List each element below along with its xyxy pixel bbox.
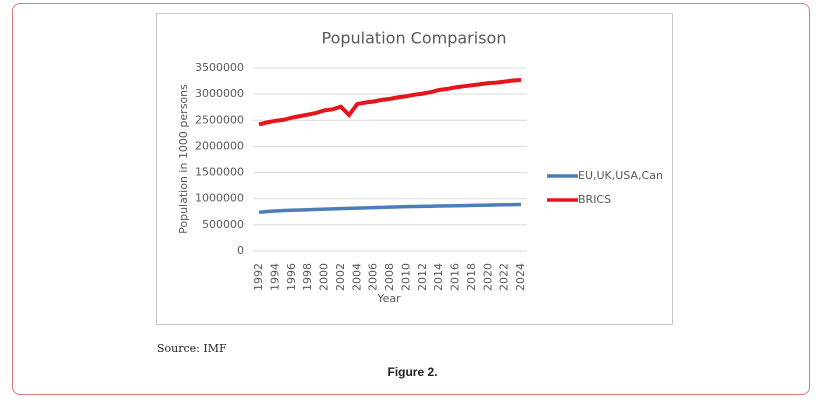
x-tick-label: 2014	[432, 263, 445, 291]
y-tick-label: 2500000	[195, 113, 244, 126]
y-tick-label: 1500000	[195, 166, 244, 179]
x-tick-label: 2016	[449, 263, 462, 291]
x-tick-label: 2010	[399, 263, 412, 291]
y-tick-label: 0	[237, 244, 244, 257]
x-tick-label: 2020	[481, 263, 494, 291]
caption: Figure 2.	[387, 365, 438, 379]
x-tick-label: 2002	[334, 263, 347, 291]
x-tick-label: 1994	[268, 263, 281, 291]
x-tick-label: 2006	[367, 263, 380, 291]
series-line	[258, 78, 522, 127]
y-tick-label: 2000000	[195, 139, 244, 152]
y-tick-label: 1000000	[195, 192, 244, 205]
series-line	[258, 202, 522, 215]
y-tick-label: 500000	[202, 218, 244, 231]
chart-title: Population Comparison	[322, 29, 507, 48]
source: Source: IMF	[157, 342, 227, 355]
x-tick-label: 2008	[383, 263, 396, 291]
y-tick-label: 3500000	[195, 61, 244, 74]
x-tick-label: 2018	[465, 263, 478, 291]
x-tick-label: 1992	[252, 263, 265, 291]
x-tick-label: 2000	[318, 263, 331, 291]
x-tick-label: 1998	[301, 263, 314, 291]
x-axis-label: Year	[376, 292, 401, 305]
chart: Population Comparison Year Population in…	[156, 13, 673, 325]
x-tick-label: 2012	[416, 263, 429, 291]
x-tick-label: 1996	[285, 263, 298, 291]
y-axis-label: Population in 1000 persons	[177, 84, 190, 234]
x-tick-label: 2022	[498, 263, 511, 291]
chart-border	[156, 13, 673, 325]
legend-label: EU,UK,USA,Can	[578, 169, 663, 182]
legend-label: BRICS	[578, 193, 611, 206]
frame	[12, 3, 810, 395]
y-tick-label: 3000000	[195, 87, 244, 100]
x-tick-label: 2004	[350, 263, 363, 291]
x-tick-label: 2024	[514, 263, 527, 291]
